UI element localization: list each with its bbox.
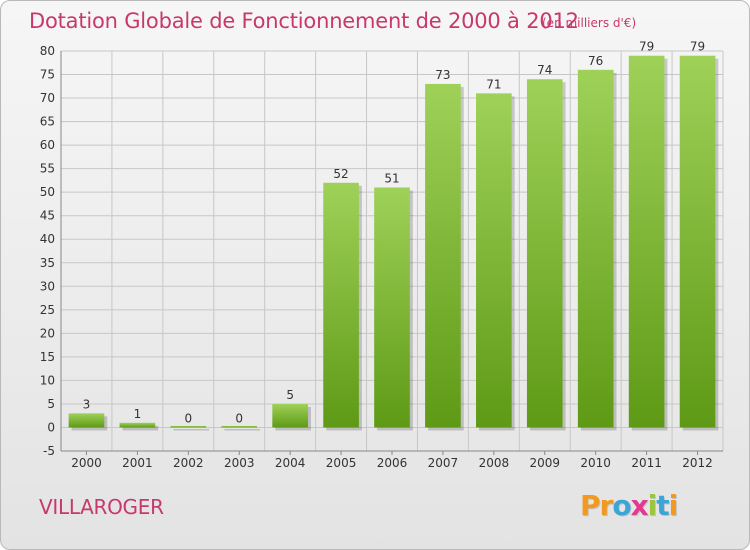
bar-value-label: 74 [537, 63, 552, 77]
logo-letter: i [668, 489, 679, 522]
logo-letter: r [599, 489, 614, 522]
bar-value-label: 71 [486, 77, 501, 91]
bar [679, 55, 716, 428]
y-tick-label: 0 [47, 420, 55, 434]
bar-shadow [173, 428, 210, 431]
y-tick-label: 25 [40, 303, 55, 317]
chart-title: Dotation Globale de Fonctionnement de 20… [29, 9, 579, 33]
bar-value-label: 73 [435, 68, 450, 82]
logo-letter: o [612, 489, 631, 522]
bar [323, 182, 359, 428]
y-tick-label: 50 [40, 185, 55, 199]
unit-note: (en milliers d'€) [542, 16, 637, 30]
x-tick-label: 2005 [326, 456, 357, 470]
bar-value-label: 76 [588, 54, 603, 68]
bar [577, 69, 614, 428]
x-tick-label: 2000 [71, 456, 102, 470]
bar-value-label: 3 [83, 397, 91, 411]
x-tick-label: 2002 [173, 456, 204, 470]
x-tick-label: 2008 [479, 456, 510, 470]
x-axis: 2000 2001 2002 2003 2004 2005 2006 2007 2008 2009… [71, 451, 713, 470]
bar-value-label: 0 [184, 411, 192, 425]
y-tick-label: 20 [40, 326, 55, 340]
x-tick-label: 2006 [377, 456, 408, 470]
y-tick-label: 5 [47, 397, 55, 411]
y-tick-label: 65 [40, 115, 55, 129]
bar-shadow [224, 428, 261, 431]
x-tick-label: 2010 [580, 456, 611, 470]
x-tick-label: 2011 [631, 456, 662, 470]
bar [170, 425, 207, 428]
y-tick-label: 80 [40, 44, 55, 58]
x-tick-label: 2007 [428, 456, 459, 470]
y-tick-label: 45 [40, 209, 55, 223]
bar [272, 403, 308, 428]
bar-value-label: 79 [690, 40, 705, 54]
bar-value-label: 79 [639, 40, 654, 54]
bar-value-label: 0 [235, 411, 243, 425]
x-tick-label: 2003 [224, 456, 255, 470]
y-tick-label: 60 [40, 138, 55, 152]
y-tick-label: 35 [40, 256, 55, 270]
y-tick-label: -5 [43, 444, 55, 458]
bar [374, 187, 410, 428]
y-tick-label: 10 [40, 373, 55, 387]
y-tick-label: 75 [40, 68, 55, 82]
bar [628, 55, 665, 428]
bar-value-label: 5 [286, 388, 294, 402]
x-tick-label: 2009 [529, 456, 560, 470]
bar [425, 83, 461, 428]
y-tick-label: 30 [40, 279, 55, 293]
x-tick-label: 2012 [682, 456, 713, 470]
bar [119, 422, 156, 428]
bar [68, 413, 105, 428]
bar-value-label: 52 [333, 167, 348, 181]
bar-shadow [122, 425, 159, 431]
bar [526, 79, 563, 428]
bars: 3 1 0 0 5 52 51 73 71 74 76 79 79 [68, 40, 719, 431]
y-tick-label: 15 [40, 350, 55, 364]
x-tick-label: 2001 [122, 456, 153, 470]
proxiti-logo: Proxiti [580, 489, 679, 522]
x-tick-label: 2004 [275, 456, 306, 470]
logo-letter: P [580, 489, 601, 522]
y-tick-label: 40 [40, 232, 55, 246]
bar [476, 93, 512, 428]
logo-letter: i [647, 489, 658, 522]
y-tick-label: 55 [40, 162, 55, 176]
logo-letter: x [630, 489, 649, 522]
bar-value-label: 1 [134, 407, 142, 421]
logo-letter: t [656, 489, 669, 522]
bar-value-label: 51 [384, 171, 399, 185]
bar [221, 425, 258, 428]
commune-name: VILLAROGER [39, 495, 164, 519]
y-tick-label: 70 [40, 91, 55, 105]
